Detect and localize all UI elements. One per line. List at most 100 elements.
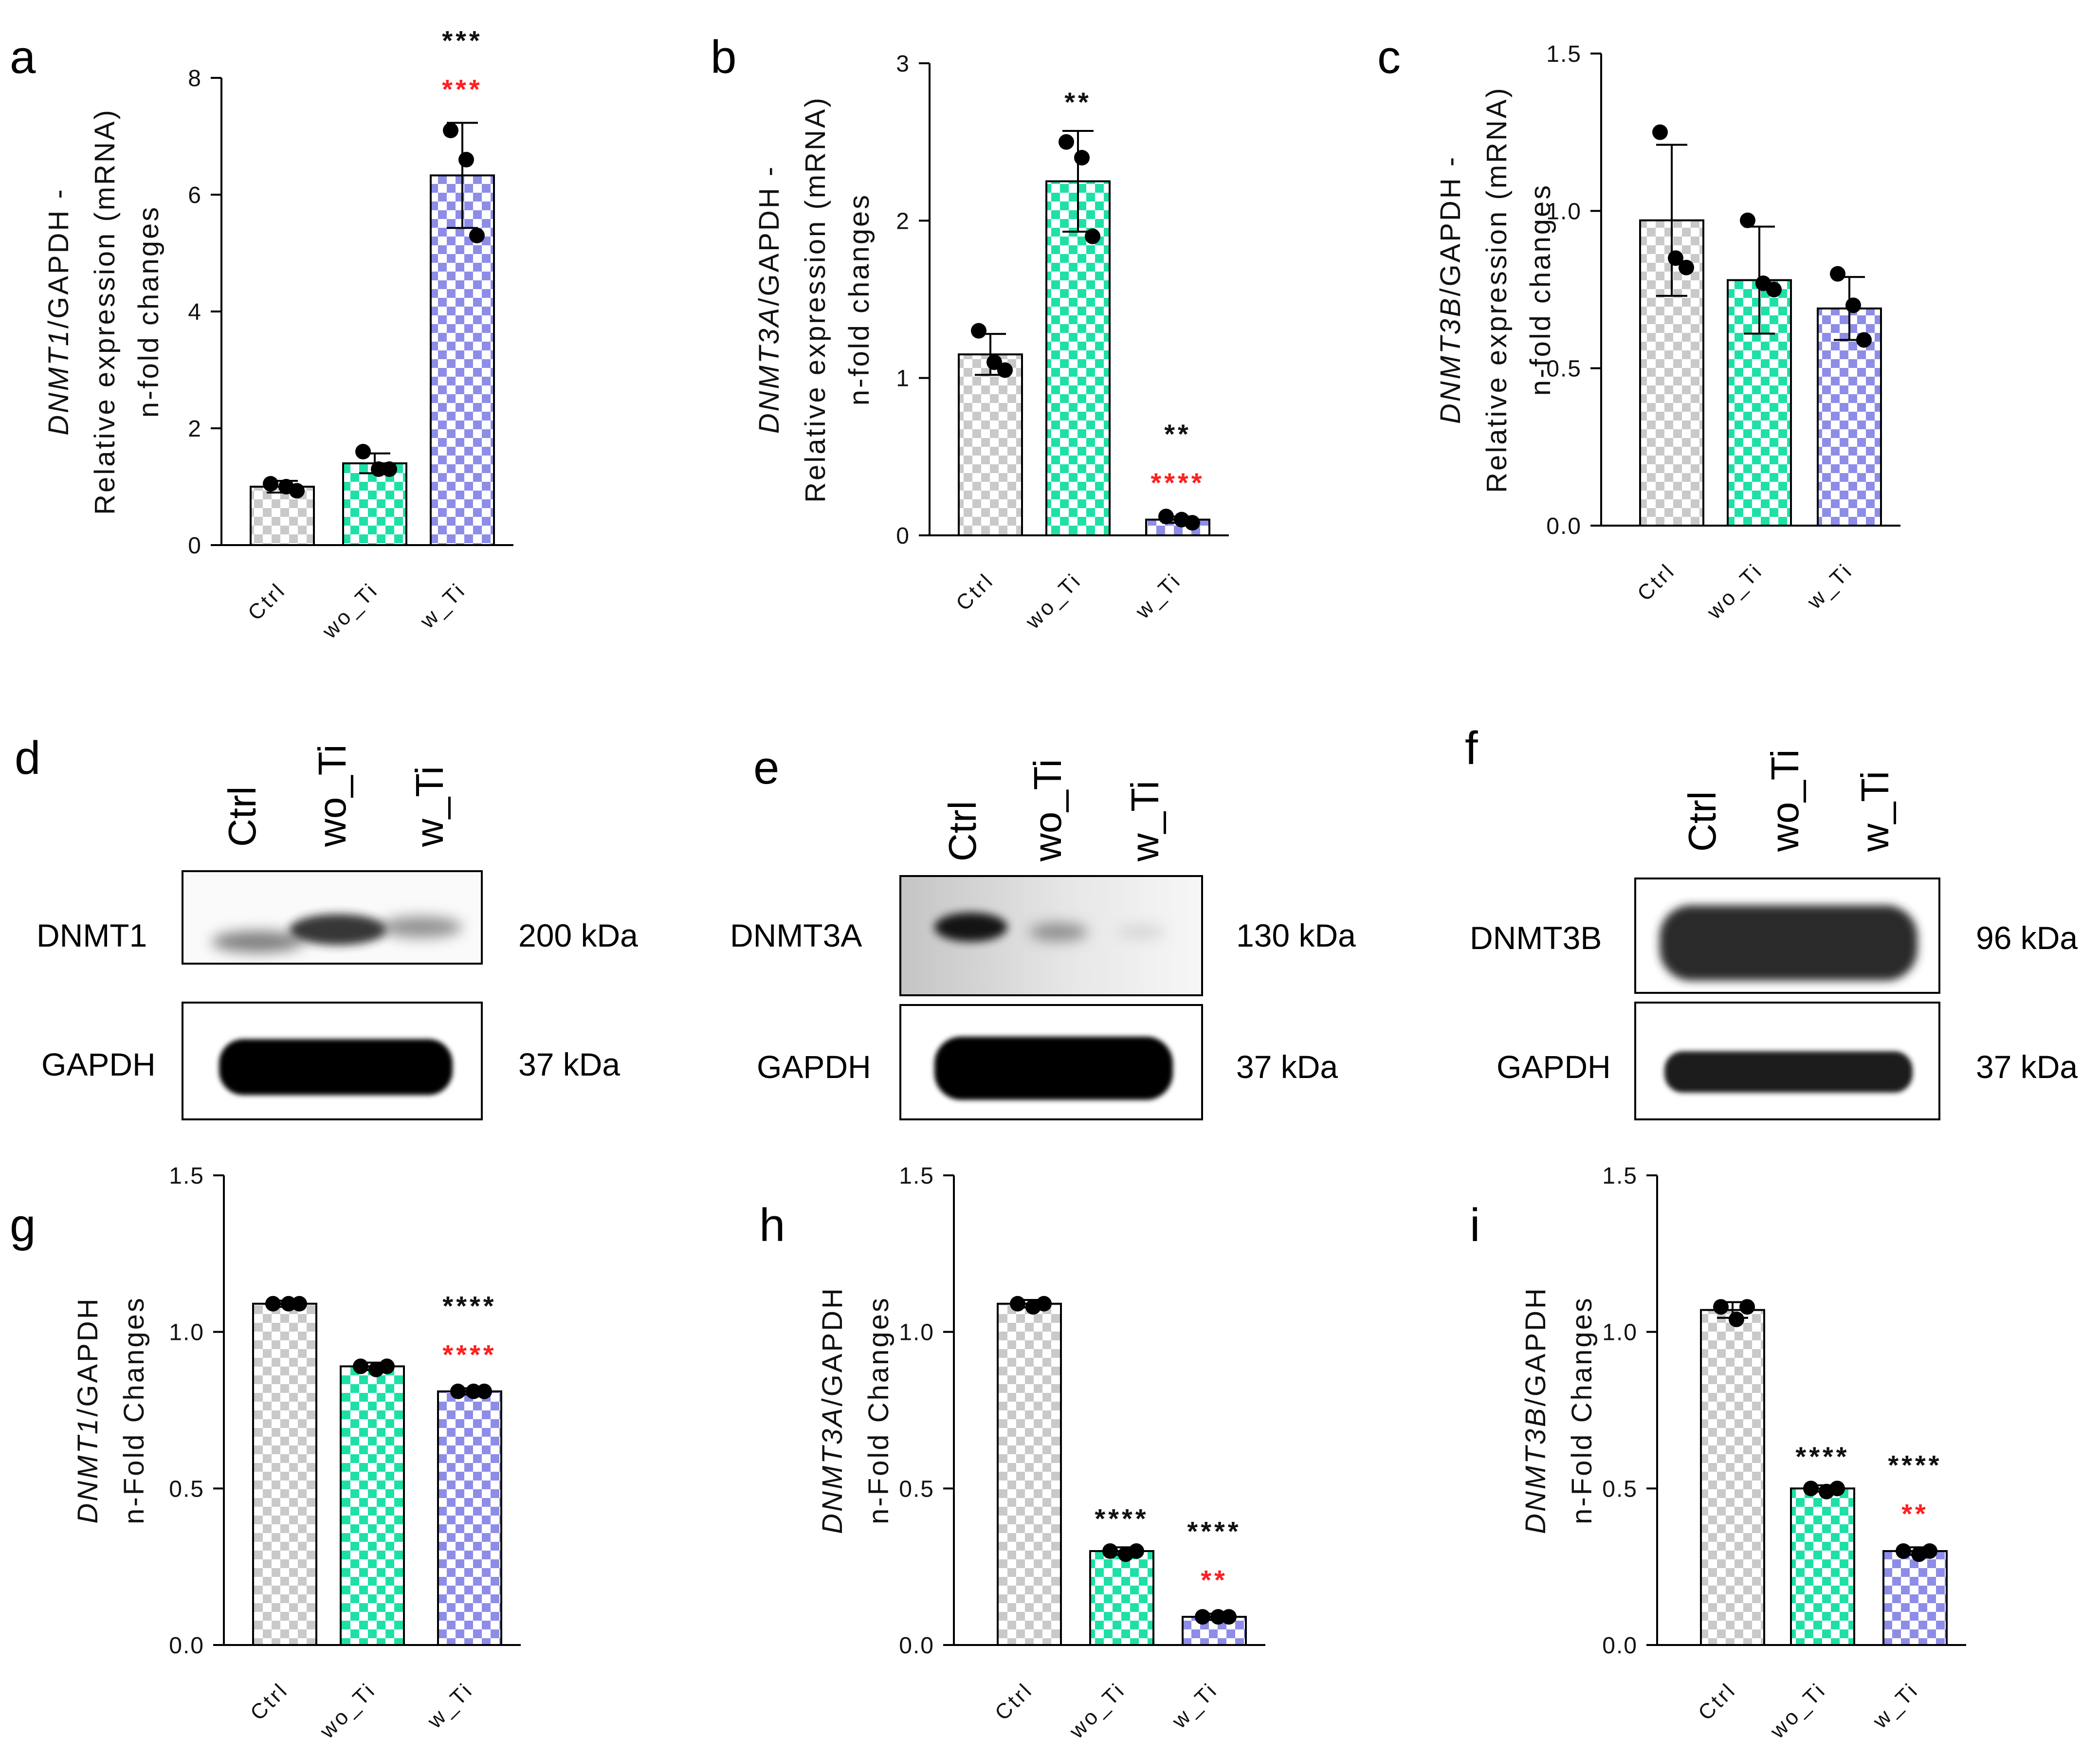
data-point bbox=[986, 354, 1002, 370]
panel-letter-d: d bbox=[15, 732, 40, 784]
bar-Ctrl bbox=[250, 486, 315, 546]
data-point bbox=[353, 1358, 368, 1374]
data-point bbox=[971, 323, 986, 339]
chart-panel-g: 0.0 0.5 1.0 1.5 DNMT1/GAPDH n-Fold Changes Ctr… bbox=[72, 1163, 521, 1743]
y-axis-title: DNMT3B/GAPDH bbox=[1520, 1286, 1552, 1534]
category-label: w_Ti bbox=[1167, 1678, 1223, 1733]
y-axis-title-gene: DNMT3B bbox=[1520, 1406, 1552, 1534]
y-axis-title: n-Fold Changes bbox=[863, 1296, 895, 1524]
lane-label: Ctrl bbox=[941, 801, 984, 861]
y-tick-label: 1.0 bbox=[899, 1320, 934, 1346]
data-point bbox=[382, 461, 397, 477]
blot-band bbox=[1117, 925, 1166, 939]
data-point bbox=[379, 1358, 395, 1374]
chart-panel-c: 0.0 0.5 1.0 1.5 DNMT3B/GAPDH - Relative expre… bbox=[1435, 41, 1900, 624]
blot-target-name: DNMT3A bbox=[730, 917, 862, 953]
category-label: wo_Ti bbox=[1064, 1678, 1130, 1743]
blot-band bbox=[1664, 1051, 1913, 1093]
blot-band bbox=[290, 914, 387, 945]
data-point bbox=[997, 362, 1013, 378]
lane-label: Ctrl bbox=[1680, 791, 1724, 852]
y-tick-label: 0.0 bbox=[1602, 1633, 1638, 1659]
y-axis-title: DNMT3A/GAPDH - bbox=[753, 165, 785, 434]
category-label: Ctrl bbox=[1694, 1678, 1741, 1725]
y-axis-title: DNMT1/GAPDH bbox=[72, 1297, 104, 1523]
panel-letter-a: a bbox=[10, 31, 36, 83]
data-point bbox=[469, 228, 485, 243]
data-point bbox=[355, 444, 371, 459]
y-tick-label: 1.0 bbox=[1546, 199, 1582, 224]
blot-target-kda: 200 kDa bbox=[518, 917, 638, 953]
bar-wo_Ti bbox=[340, 1365, 405, 1646]
y-axis-title-rest: /GAPDH bbox=[72, 1297, 104, 1416]
y-tick-label: 2 bbox=[188, 416, 202, 442]
y-tick-label: 0.5 bbox=[1602, 1476, 1638, 1502]
bar-Ctrl bbox=[958, 353, 1023, 537]
y-axis-title: n-Fold Changes bbox=[118, 1296, 150, 1524]
data-point bbox=[1036, 1296, 1052, 1312]
data-point bbox=[289, 483, 305, 499]
data-point bbox=[1221, 1609, 1237, 1625]
blot-band bbox=[1660, 905, 1917, 981]
data-point bbox=[1856, 332, 1872, 348]
data-point bbox=[292, 1296, 307, 1312]
significance-black: **** bbox=[442, 1290, 496, 1321]
y-axis-title-rest: /GAPDH bbox=[1520, 1286, 1552, 1406]
data-point bbox=[1158, 509, 1174, 525]
data-point bbox=[1922, 1543, 1937, 1559]
bar-w_Ti bbox=[1817, 307, 1882, 527]
lane-label: wo_Ti bbox=[1026, 759, 1069, 862]
data-point bbox=[265, 1296, 281, 1312]
data-point bbox=[466, 1383, 481, 1399]
panel-letter-h: h bbox=[759, 1199, 785, 1251]
blot-band bbox=[212, 931, 304, 952]
bar-w_Ti bbox=[437, 1390, 502, 1646]
y-tick-label: 1.5 bbox=[169, 1163, 204, 1189]
data-point bbox=[1185, 515, 1200, 531]
bar-wo_Ti bbox=[1790, 1487, 1855, 1646]
y-tick-label: 1 bbox=[896, 366, 910, 392]
category-label: w_Ti bbox=[1131, 568, 1186, 623]
y-tick-label: 0.0 bbox=[169, 1633, 204, 1659]
data-point bbox=[1652, 124, 1668, 140]
data-point bbox=[1010, 1296, 1025, 1312]
significance-black: *** bbox=[442, 25, 482, 55]
y-axis-title: Relative expression (mRNA) bbox=[1481, 86, 1513, 493]
data-point bbox=[1074, 150, 1090, 165]
lane-label: wo_Ti bbox=[310, 745, 354, 847]
blot-band bbox=[934, 1037, 1173, 1100]
data-point bbox=[1766, 282, 1782, 297]
category-label: Ctrl bbox=[1633, 558, 1680, 605]
y-tick-label: 1.5 bbox=[1602, 1163, 1638, 1189]
data-point bbox=[1803, 1481, 1819, 1497]
category-label: Ctrl bbox=[990, 1678, 1038, 1725]
y-axis-title: Relative expression (mRNA) bbox=[800, 96, 831, 503]
category-label: wo_Ti bbox=[317, 578, 383, 643]
y-axis-title-gene: DNMT1 bbox=[72, 1417, 104, 1524]
y-axis-title-gene: DNMT1 bbox=[43, 329, 74, 436]
bar-wo_Ti bbox=[342, 462, 407, 546]
y-tick-label: 1.0 bbox=[169, 1320, 204, 1346]
blot-band bbox=[219, 1039, 453, 1095]
significance-black: **** bbox=[1795, 1441, 1849, 1472]
lane-label: wo_Ti bbox=[1763, 750, 1807, 852]
significance-black: **** bbox=[1187, 1516, 1241, 1547]
y-axis-title: DNMT3A/GAPDH bbox=[817, 1286, 848, 1534]
data-point bbox=[1729, 1311, 1744, 1327]
blot-loading-name: GAPDH bbox=[41, 1046, 156, 1082]
blot-target-kda: 96 kDa bbox=[1976, 920, 2078, 956]
panel-letter-b: b bbox=[711, 31, 736, 83]
y-tick-label: 8 bbox=[188, 66, 202, 91]
y-tick-label: 3 bbox=[896, 51, 910, 77]
bar-Ctrl bbox=[1700, 1309, 1765, 1646]
y-tick-label: 1.5 bbox=[1546, 41, 1582, 67]
data-point bbox=[450, 1383, 466, 1399]
y-tick-label: 2 bbox=[896, 208, 910, 234]
significance-black: ** bbox=[1164, 419, 1191, 449]
y-axis-title: DNMT3B/GAPDH - bbox=[1435, 155, 1466, 424]
y-axis-title: n-fold changes bbox=[133, 205, 164, 418]
category-label: Ctrl bbox=[246, 1678, 293, 1725]
western-blot-e: Ctrl wo_Ti w_Ti DNMT3A GAPDH 130 kDa 37 … bbox=[730, 759, 1356, 1120]
significance-red: *** bbox=[442, 73, 482, 104]
